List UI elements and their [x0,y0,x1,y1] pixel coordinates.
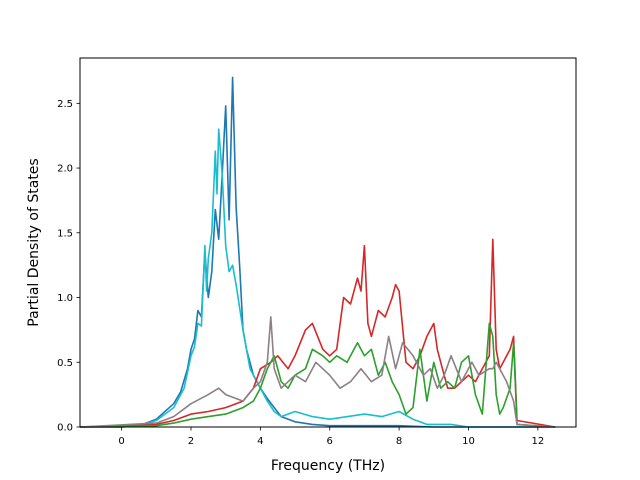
y-tick-label: 0.0 [57,423,73,434]
series-layer [79,76,556,428]
y-axis-ticks: 0.0 0.5 1.0 1.5 2.0 2.5 [57,99,80,434]
plot-frame [79,57,577,428]
x-axis-ticks: 0 2 4 6 8 10 12 [118,427,544,447]
y-tick-label: 1.0 [57,293,73,304]
x-tick-label: 2 [188,436,194,447]
y-tick-label: 0.5 [57,358,73,369]
x-tick-label: 10 [462,436,475,447]
series-line-1 [80,76,556,428]
series-line-5 [79,316,556,428]
y-tick-label: 1.5 [57,228,73,239]
x-tick-label: 6 [327,436,333,447]
x-tick-label: 8 [396,436,402,447]
series-line-2 [80,128,556,428]
x-tick-label: 4 [257,436,263,447]
y-tick-label: 2.5 [57,99,73,110]
x-tick-label: 12 [531,436,544,447]
y-axis-title: Partial Density of States [26,158,42,326]
x-tick-label: 0 [118,436,124,447]
y-tick-label: 2.0 [57,164,73,175]
series-line-4 [79,322,556,428]
x-axis-title: Frequency (THz) [271,458,385,474]
